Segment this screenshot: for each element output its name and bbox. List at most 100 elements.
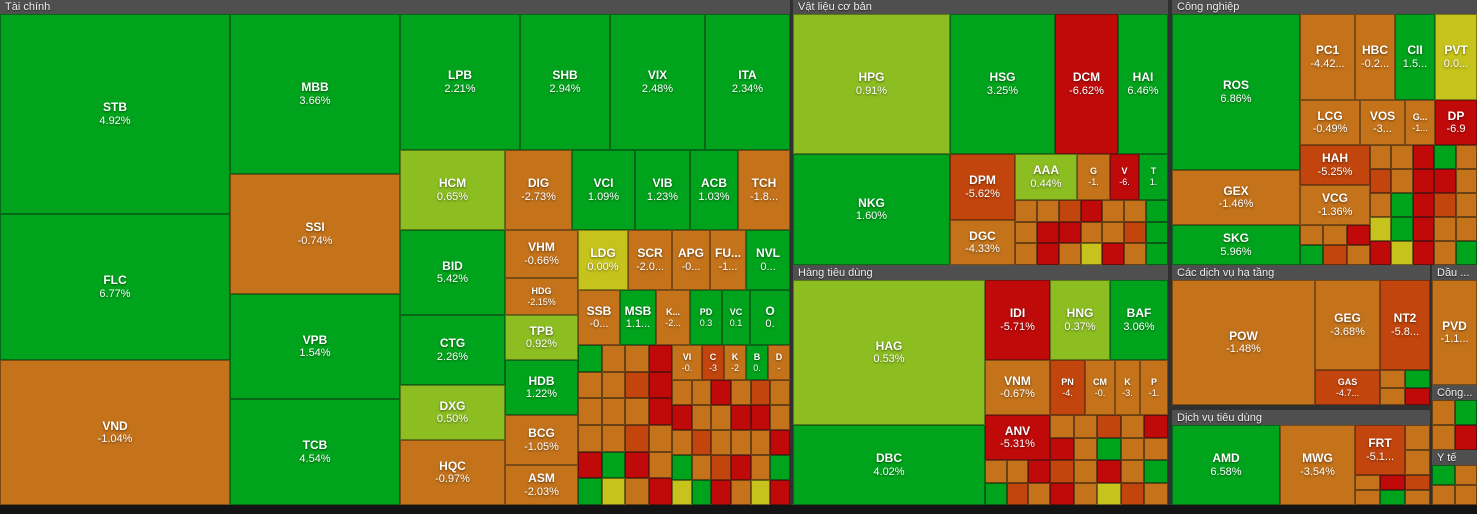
tile-small[interactable]	[578, 451, 602, 479]
tile-small[interactable]	[731, 430, 751, 455]
tile-small[interactable]	[1405, 425, 1430, 450]
tile-small[interactable]	[1120, 437, 1145, 460]
tile-small[interactable]	[1432, 425, 1455, 450]
tile-K[interactable]: K... -2...	[656, 290, 690, 345]
tile-small[interactable]	[1015, 200, 1037, 222]
tile-AMD[interactable]: AMD 6.58%	[1172, 425, 1280, 505]
tile-small[interactable]	[1050, 460, 1074, 483]
tile-VI[interactable]: VI -0.	[672, 345, 702, 380]
tile-VHM[interactable]: VHM -0.66%	[505, 230, 578, 278]
tile-small[interactable]	[691, 480, 712, 505]
tile-small[interactable]	[1146, 243, 1168, 265]
tile-small[interactable]	[1120, 460, 1145, 483]
tile-small[interactable]	[1454, 485, 1477, 505]
tile-FLC[interactable]: FLC 6.77%	[0, 214, 230, 360]
tile-small[interactable]	[1323, 225, 1347, 245]
tile-GEX[interactable]: GEX -1.46%	[1172, 170, 1300, 225]
tile-small[interactable]	[1432, 485, 1455, 505]
tile-C[interactable]: C -3	[702, 345, 724, 380]
tile-small[interactable]	[672, 380, 692, 405]
tile-small[interactable]	[1412, 217, 1435, 241]
tile-K[interactable]: K -3.	[1115, 360, 1140, 415]
tile-small[interactable]	[1370, 145, 1392, 169]
tile-small[interactable]	[648, 478, 672, 505]
tile-small[interactable]	[625, 451, 649, 479]
tile-HNG[interactable]: HNG 0.37%	[1050, 280, 1110, 360]
tile-small[interactable]	[1300, 245, 1324, 265]
tile-small[interactable]	[1144, 415, 1168, 438]
tile-small[interactable]	[691, 430, 712, 455]
tile-small[interactable]	[601, 478, 625, 505]
tile-small[interactable]	[731, 455, 751, 480]
tile-NKG[interactable]: NKG 1.60%	[793, 154, 950, 265]
tile-MWG[interactable]: MWG -3.54%	[1280, 425, 1355, 505]
tile-small[interactable]	[1144, 482, 1168, 505]
tile-small[interactable]	[770, 430, 790, 455]
tile-small[interactable]	[1405, 370, 1430, 388]
tile-small[interactable]	[1434, 145, 1456, 169]
tile-MBB[interactable]: MBB 3.66%	[230, 14, 400, 174]
tile-DBC[interactable]: DBC 4.02%	[793, 425, 985, 505]
tile-small[interactable]	[1405, 490, 1430, 505]
tile-small[interactable]	[1120, 482, 1145, 505]
tile-O[interactable]: O 0.	[750, 290, 790, 345]
tile-small[interactable]	[1370, 193, 1392, 217]
tile-small[interactable]	[1006, 460, 1029, 483]
tile-HSG[interactable]: HSG 3.25%	[950, 14, 1055, 154]
tile-small[interactable]	[1036, 243, 1059, 265]
tile-small[interactable]	[1058, 221, 1081, 244]
tile-small[interactable]	[770, 455, 790, 480]
tile-small[interactable]	[1124, 200, 1147, 222]
tile-FRT[interactable]: FRT -5.1...	[1355, 425, 1405, 475]
tile-small[interactable]	[1073, 460, 1098, 483]
tile-small[interactable]	[1370, 241, 1392, 265]
tile-APG[interactable]: APG -0...	[672, 230, 710, 290]
tile-small[interactable]	[1144, 437, 1168, 460]
tile-small[interactable]	[1120, 415, 1145, 438]
tile-small[interactable]	[1380, 490, 1405, 505]
tile-LDG[interactable]: LDG 0.00%	[578, 230, 628, 290]
tile-DXG[interactable]: DXG 0.50%	[400, 385, 505, 440]
tile-small[interactable]	[1355, 490, 1380, 505]
tile-small[interactable]	[731, 480, 751, 505]
tile-small[interactable]	[1454, 400, 1477, 425]
tile-small[interactable]	[1434, 217, 1456, 241]
tile-small[interactable]	[1391, 217, 1413, 241]
tile-small[interactable]	[1455, 169, 1477, 193]
tile-CII[interactable]: CII 1.5...	[1395, 14, 1435, 100]
tile-small[interactable]	[711, 430, 731, 455]
tile-small[interactable]	[1015, 221, 1037, 244]
tile-BAF[interactable]: BAF 3.06%	[1110, 280, 1168, 360]
tile-DGC[interactable]: DGC -4.33%	[950, 220, 1015, 265]
tile-small[interactable]	[1050, 482, 1074, 505]
tile-small[interactable]	[1073, 482, 1098, 505]
tile-HAI[interactable]: HAI 6.46%	[1118, 14, 1168, 154]
tile-small[interactable]	[1146, 200, 1168, 222]
tile-small[interactable]	[1370, 217, 1392, 241]
tile-small[interactable]	[1097, 460, 1121, 483]
tile-small[interactable]	[1124, 221, 1147, 244]
tile-small[interactable]	[1391, 145, 1413, 169]
tile-SCR[interactable]: SCR -2.0...	[628, 230, 672, 290]
tile-small[interactable]	[1097, 437, 1121, 460]
tile-small[interactable]	[1058, 243, 1081, 265]
tile-SHB[interactable]: SHB 2.94%	[520, 14, 610, 150]
tile-small[interactable]	[1050, 437, 1074, 460]
tile-POW[interactable]: POW -1.48%	[1172, 280, 1315, 405]
tile-small[interactable]	[1380, 475, 1405, 490]
tile-TPB[interactable]: TPB 0.92%	[505, 315, 578, 360]
tile-small[interactable]	[1323, 245, 1347, 265]
tile-CM[interactable]: CM -0.	[1085, 360, 1115, 415]
tile-small[interactable]	[601, 425, 625, 452]
tile-HPG[interactable]: HPG 0.91%	[793, 14, 950, 154]
tile-small[interactable]	[1391, 169, 1413, 193]
tile-small[interactable]	[578, 345, 602, 372]
tile-ITA[interactable]: ITA 2.34%	[705, 14, 790, 150]
tile-small[interactable]	[625, 371, 649, 399]
tile-small[interactable]	[1080, 200, 1103, 222]
tile-V[interactable]: V -6.	[1110, 154, 1139, 200]
tile-small[interactable]	[750, 430, 771, 455]
tile-HDB[interactable]: HDB 1.22%	[505, 360, 578, 415]
tile-small[interactable]	[1455, 241, 1477, 265]
tile-HDG[interactable]: HDG -2.15%	[505, 278, 578, 315]
